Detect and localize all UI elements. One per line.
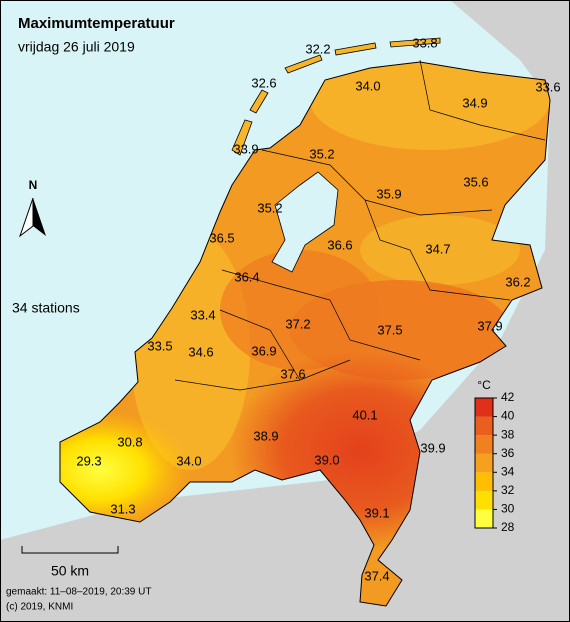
- legend-tick-label: 30: [501, 502, 515, 516]
- station-value: 37.2: [285, 316, 310, 331]
- station-value: 33.4: [190, 307, 215, 322]
- station-value: 33.8: [412, 35, 437, 50]
- station-value: 38.9: [253, 428, 278, 443]
- legend-tick-label: 32: [501, 483, 515, 497]
- station-value: 36.6: [327, 237, 352, 252]
- legend-tick-label: 40: [501, 409, 515, 423]
- footer-copyright: (c) 2019, KNMI: [6, 602, 73, 613]
- legend-tick-label: 38: [501, 427, 515, 441]
- legend-frame: [474, 397, 494, 529]
- legend-unit: °C: [477, 378, 491, 392]
- stations-count: 34 stations: [12, 300, 80, 316]
- footer-made: gemaakt: 11–08–2019, 20:39 UT: [6, 587, 151, 598]
- legend-tick-label: 42: [501, 390, 515, 404]
- station-value: 37.4: [364, 568, 389, 583]
- ijsselmeer: [271, 171, 339, 273]
- north-arrow-right: [33, 198, 46, 236]
- province-borders: [174, 59, 546, 391]
- title: Maximumtemperatuur: [18, 15, 175, 32]
- legend-swatch: [475, 453, 493, 473]
- station-value: 34.7: [425, 241, 450, 256]
- station-value: 33.5: [147, 338, 172, 353]
- scale-label: 50 km: [51, 563, 89, 579]
- station-value: 37.5: [377, 322, 402, 337]
- station-value: 31.3: [110, 501, 135, 516]
- station-value: 39.0: [314, 452, 339, 467]
- station-value: 39.9: [420, 440, 445, 455]
- station-value: 32.6: [251, 75, 276, 90]
- station-value: 37.9: [477, 318, 502, 333]
- station-value: 40.1: [352, 407, 377, 422]
- legend-bar: 28 30 32 34 36 38 40 42 °C: [474, 378, 515, 534]
- station-labels: 32.2 33.8 32.6 34.0 33.6 34.9 33.9 35.2 35.9 35.6…: [76, 35, 560, 583]
- station-value: 34.6: [188, 344, 213, 359]
- station-value: 36.4: [234, 269, 259, 284]
- subtitle: vrijdag 26 juli 2019: [18, 39, 135, 55]
- station-value: 33.9: [233, 141, 258, 156]
- wadden-islands: [231, 37, 441, 156]
- legend-swatch: [475, 416, 493, 436]
- station-value: 39.1: [364, 505, 389, 520]
- station-value: 35.6: [463, 174, 488, 189]
- legend-tick-label: 34: [501, 464, 515, 478]
- legend-tick-label: 36: [501, 446, 515, 460]
- station-value: 35.2: [257, 200, 282, 215]
- station-value: 34.9: [462, 95, 487, 110]
- station-value: 36.2: [505, 274, 530, 289]
- legend-tick-label: 28: [501, 520, 515, 534]
- station-value: 30.8: [117, 434, 142, 449]
- station-value: 36.9: [251, 343, 276, 358]
- station-value: 36.5: [209, 230, 234, 245]
- legend-swatch: [475, 398, 493, 417]
- scale-bar: [21, 546, 119, 554]
- legend-swatch: [475, 435, 493, 454]
- legend-swatch: [475, 490, 493, 510]
- station-value: 35.2: [309, 146, 334, 161]
- station-value: 34.0: [355, 78, 380, 93]
- station-value: 34.0: [176, 453, 201, 468]
- station-value: 37.6: [280, 366, 305, 381]
- legend-swatch: [475, 472, 493, 491]
- station-value: 32.2: [305, 41, 330, 56]
- station-value: 35.9: [376, 186, 401, 201]
- north-label: N: [29, 178, 38, 192]
- station-value: 33.6: [535, 79, 560, 94]
- station-value: 29.3: [76, 453, 101, 468]
- legend-swatch: [475, 509, 493, 528]
